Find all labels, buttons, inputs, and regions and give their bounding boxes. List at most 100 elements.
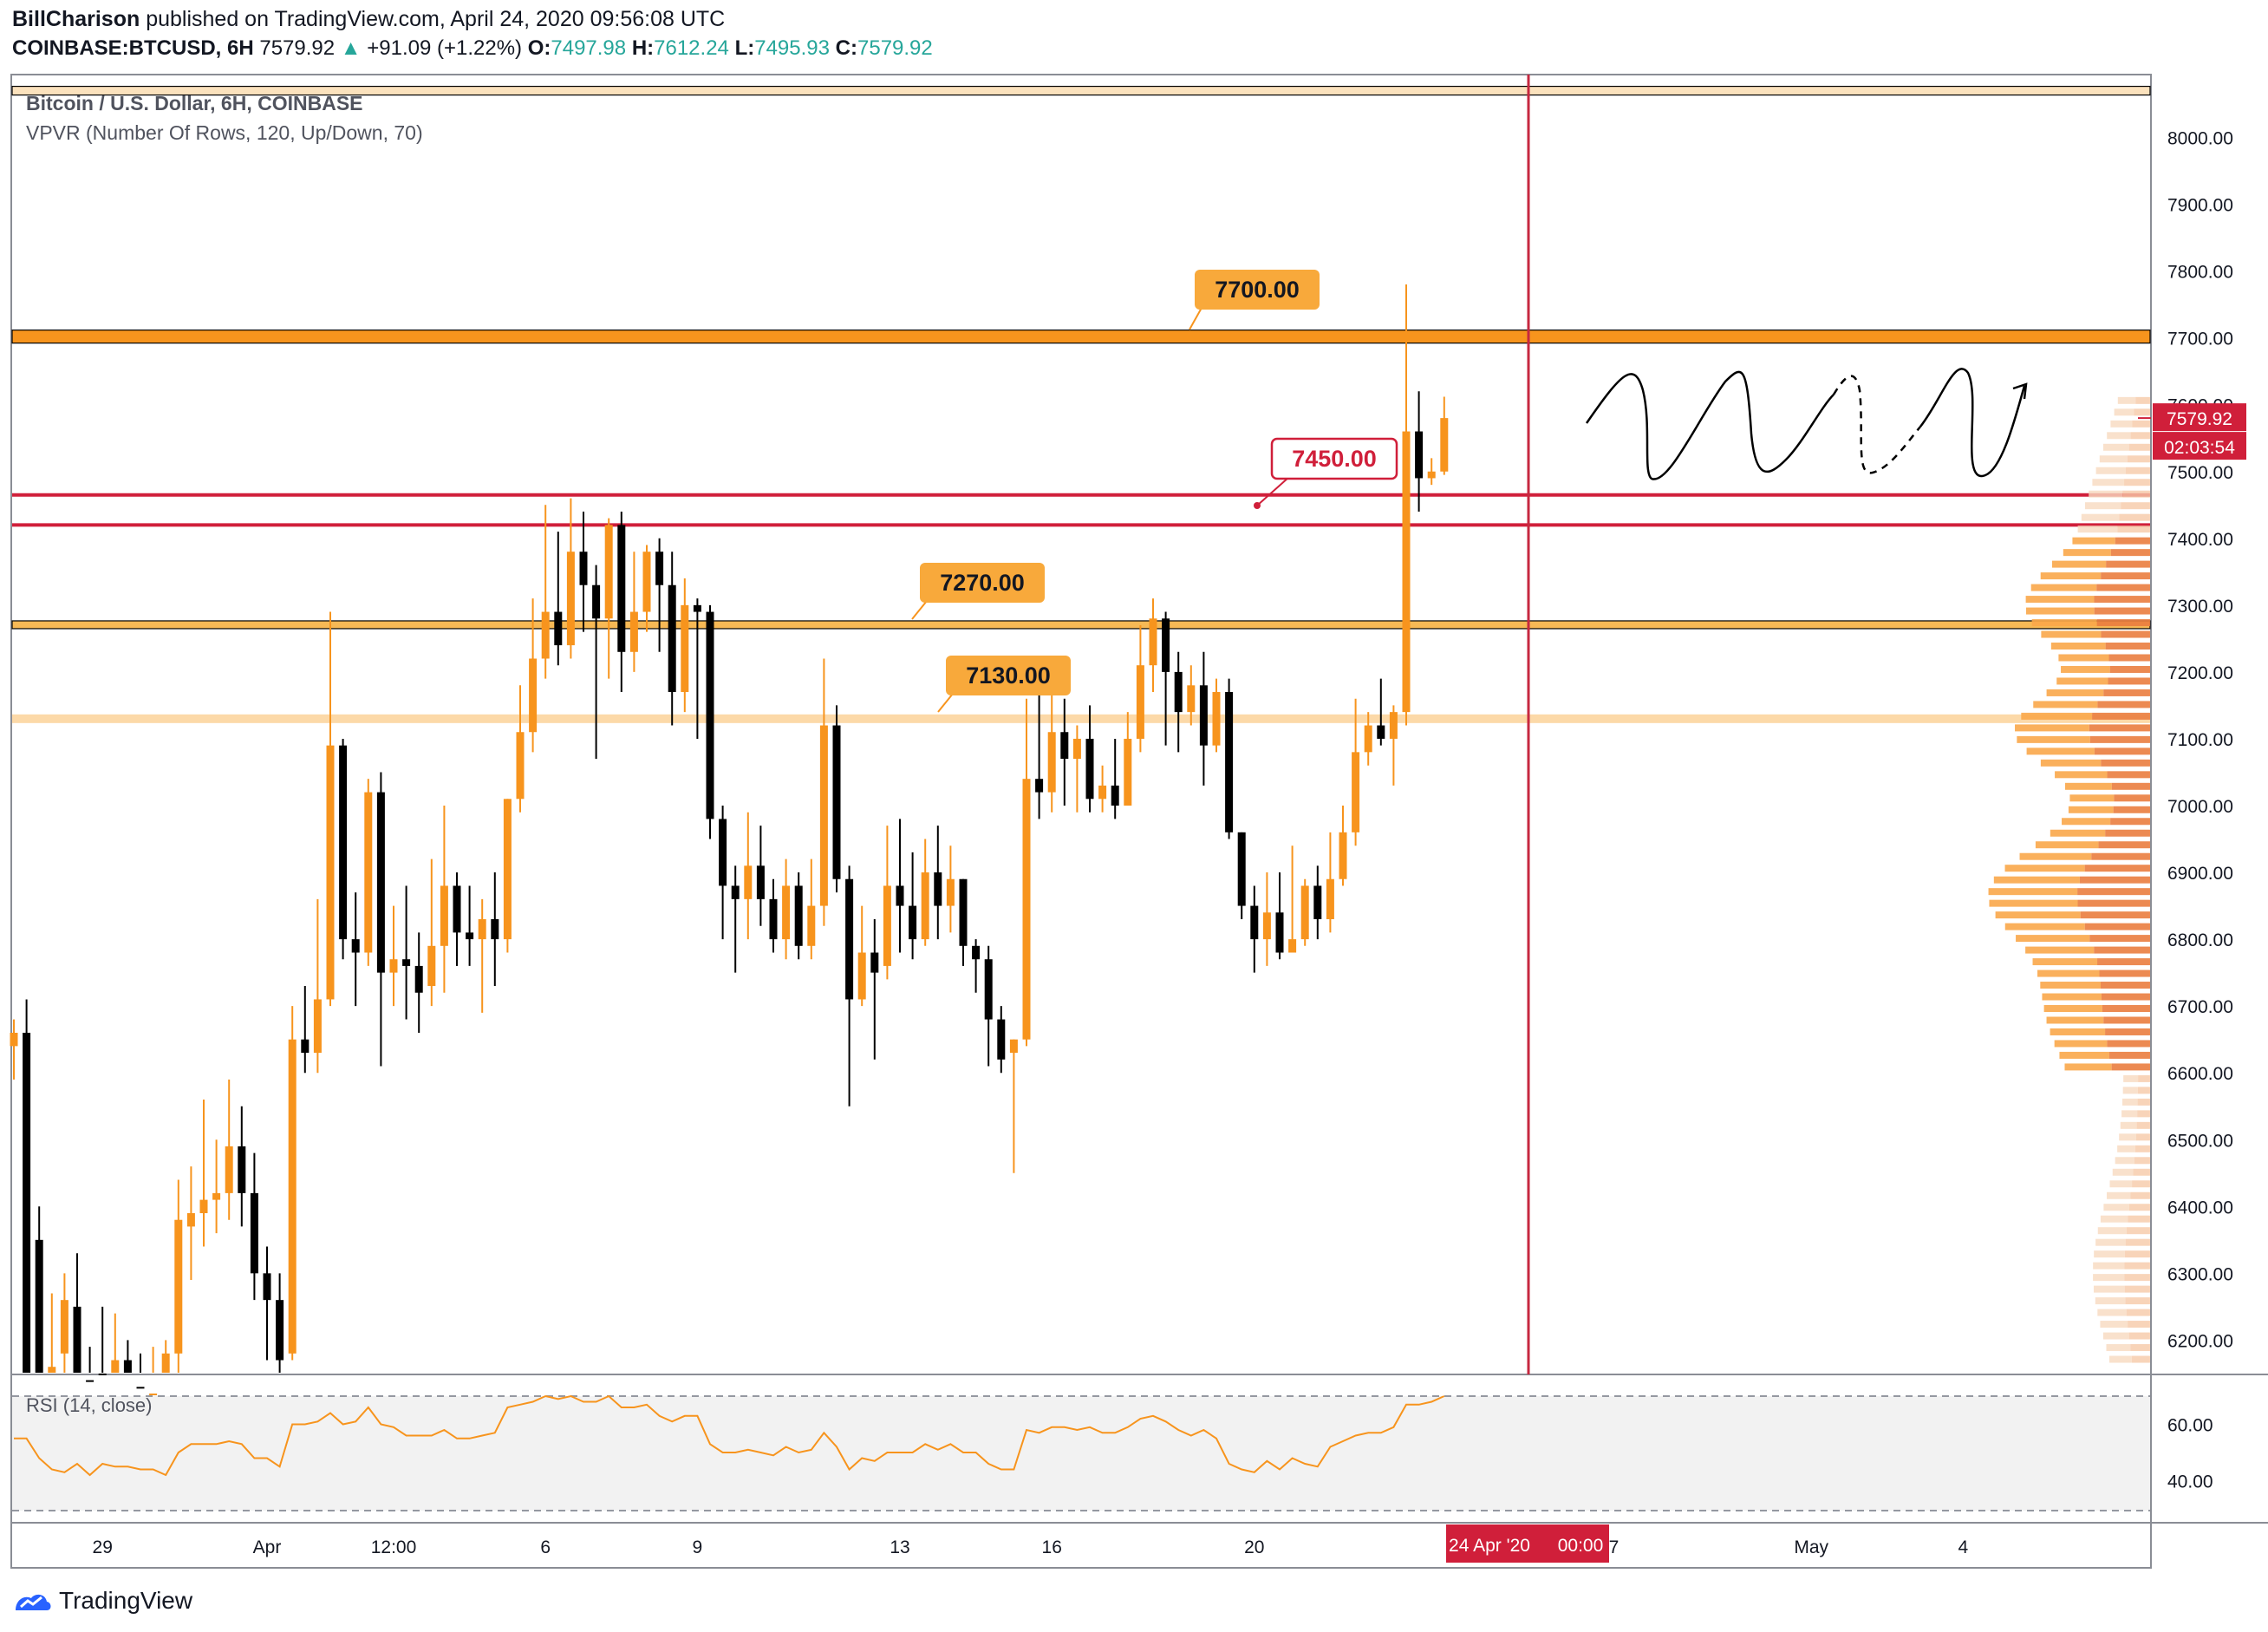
candle-body[interactable]	[870, 952, 879, 973]
candle-body[interactable]	[1364, 725, 1372, 753]
candle-body[interactable]	[1313, 885, 1322, 919]
candle-body[interactable]	[959, 878, 968, 946]
candle-body[interactable]	[883, 885, 891, 966]
vpvr-legend[interactable]: VPVR (Number Of Rows, 120, Up/Down, 70)	[26, 121, 423, 144]
candle-body[interactable]	[48, 1367, 56, 1373]
candle-body[interactable]	[1440, 418, 1449, 472]
candle-body[interactable]	[1098, 785, 1107, 800]
candle-body[interactable]	[212, 1192, 221, 1200]
candle-body[interactable]	[1275, 912, 1284, 953]
candle-body[interactable]	[529, 658, 538, 733]
candle-body[interactable]	[693, 604, 701, 612]
candle-body[interactable]	[1187, 685, 1196, 713]
candle-body[interactable]	[832, 725, 841, 879]
candle-body[interactable]	[313, 999, 322, 1054]
last-price-tag[interactable]: 7579.92 02:03:54	[2138, 403, 2246, 460]
candle-body[interactable]	[1199, 685, 1208, 746]
candle-body[interactable]	[1022, 779, 1031, 1040]
candle-body[interactable]	[719, 819, 727, 886]
candle-body[interactable]	[351, 939, 360, 953]
series-legend[interactable]: Bitcoin / U.S. Dollar, 6H, COINBASE	[26, 92, 363, 114]
candle-body[interactable]	[276, 1300, 284, 1361]
candle-body[interactable]	[389, 959, 398, 973]
candle-body[interactable]	[376, 792, 385, 973]
candle-body[interactable]	[10, 1032, 18, 1047]
candle-body[interactable]	[402, 959, 411, 966]
rsi-legend[interactable]: RSI (14, close)	[26, 1394, 153, 1416]
candle-body[interactable]	[1149, 618, 1157, 666]
candle-body[interactable]	[592, 584, 601, 619]
candle-body[interactable]	[655, 552, 664, 585]
level-tag-7450.00[interactable]: 7450.00	[1254, 437, 1398, 509]
forecast-wave-end[interactable]	[1919, 368, 2028, 478]
candle-body[interactable]	[604, 525, 613, 619]
candle-body[interactable]	[1237, 832, 1246, 906]
candle-body[interactable]	[199, 1199, 208, 1214]
candle-body[interactable]	[288, 1039, 297, 1354]
candle-body[interactable]	[86, 1380, 94, 1382]
candle-body[interactable]	[111, 1360, 120, 1373]
candle-body[interactable]	[1288, 939, 1297, 953]
candle-body[interactable]	[1339, 832, 1347, 879]
candle-body[interactable]	[1250, 905, 1259, 940]
level-tag-7270.00[interactable]: 7270.00	[911, 563, 1045, 620]
candle-body[interactable]	[73, 1306, 81, 1373]
candle-body[interactable]	[1162, 618, 1170, 672]
candle-body[interactable]	[731, 885, 740, 899]
candle-body[interactable]	[1136, 665, 1144, 739]
candle-body[interactable]	[23, 1032, 31, 1373]
candle-body[interactable]	[1174, 671, 1183, 713]
candle-body[interactable]	[579, 552, 588, 585]
tradingview-brand[interactable]: TradingView	[12, 1587, 192, 1615]
author-name[interactable]: BillCharison	[12, 7, 140, 31]
candle-body[interactable]	[1212, 692, 1221, 746]
candle-body[interactable]	[629, 611, 638, 652]
cursor-time-tag[interactable]: 24 Apr '20 00:00	[1446, 1524, 1609, 1563]
candle-body[interactable]	[326, 745, 335, 1000]
labels-layer[interactable]: 7700.00 7450.00 7270.00 7130.00 7579.92 02:03…	[911, 270, 2246, 1563]
candle-body[interactable]	[174, 1219, 183, 1354]
candle-body[interactable]	[491, 918, 499, 940]
symbol-label[interactable]: COINBASE:BTCUSD, 6H	[12, 36, 254, 60]
candle-body[interactable]	[845, 878, 854, 1000]
candle-body[interactable]	[516, 732, 525, 800]
candle-body[interactable]	[238, 1146, 246, 1193]
candle-body[interactable]	[1427, 471, 1436, 479]
candle-body[interactable]	[339, 745, 348, 940]
candle-body[interactable]	[1085, 738, 1094, 800]
candle-body[interactable]	[440, 885, 448, 946]
candle-body[interactable]	[617, 525, 626, 652]
candle-body[interactable]	[225, 1146, 233, 1193]
candle-body[interactable]	[934, 872, 942, 906]
candle-body[interactable]	[161, 1353, 170, 1373]
candle-body[interactable]	[1262, 912, 1271, 940]
candle-body[interactable]	[896, 885, 904, 906]
candle-body[interactable]	[1352, 752, 1360, 832]
candle-body[interactable]	[149, 1394, 158, 1396]
candle-body[interactable]	[98, 1373, 107, 1375]
candle-body[interactable]	[997, 1019, 1006, 1060]
candle-body[interactable]	[478, 918, 486, 940]
candle-body[interactable]	[921, 872, 929, 940]
candle-body[interactable]	[1402, 431, 1411, 713]
candle-body[interactable]	[250, 1192, 258, 1274]
candle-body[interactable]	[35, 1239, 43, 1373]
candle-body[interactable]	[642, 552, 651, 612]
candle-body[interactable]	[782, 885, 791, 940]
candle-body[interactable]	[681, 604, 689, 693]
candle-body[interactable]	[541, 611, 550, 659]
candle-body[interactable]	[706, 611, 714, 819]
candle-body[interactable]	[946, 878, 955, 906]
candle-body[interactable]	[794, 885, 803, 946]
candle-body[interactable]	[364, 792, 373, 953]
level-tag-7130.00[interactable]: 7130.00	[937, 656, 1071, 713]
candle-body[interactable]	[1111, 785, 1119, 806]
candle-body[interactable]	[756, 865, 765, 899]
candle-body[interactable]	[1225, 692, 1234, 832]
candle-body[interactable]	[427, 945, 436, 987]
candle-body[interactable]	[1377, 725, 1385, 739]
forecast-wave-dashed[interactable]	[1832, 375, 1921, 474]
candle-body[interactable]	[566, 552, 575, 646]
candle-body[interactable]	[503, 799, 512, 940]
candle-body[interactable]	[1124, 738, 1132, 806]
